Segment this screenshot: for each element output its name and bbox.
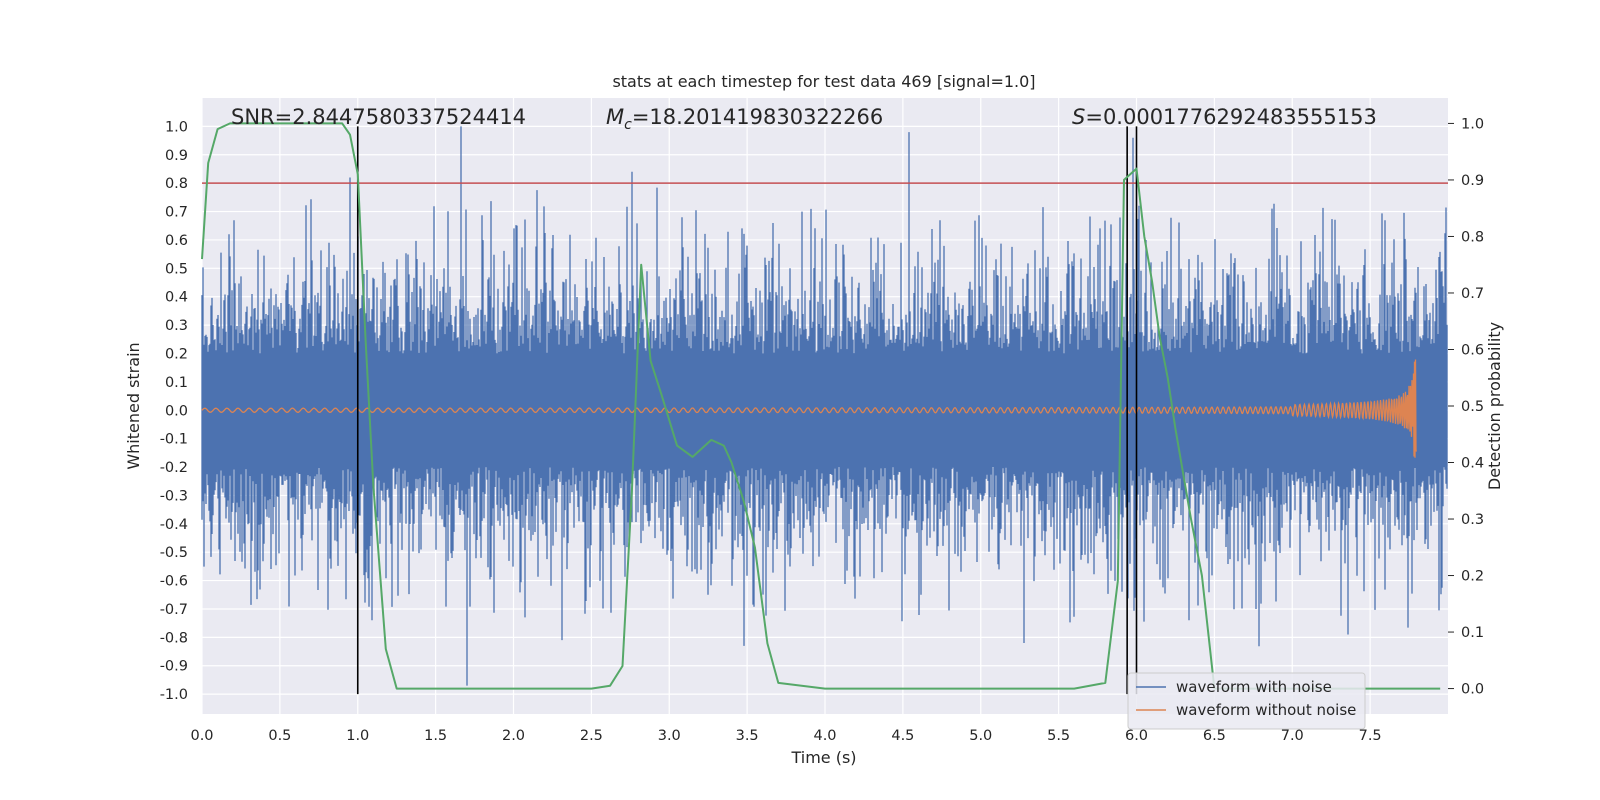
y-axis-label: Whitened strain <box>124 342 143 469</box>
x-tick-label: 3.5 <box>736 728 759 744</box>
x-tick-label: 7.5 <box>1359 728 1382 744</box>
y-tick-label: 1.0 <box>165 119 188 135</box>
x-tick-label: 4.0 <box>813 728 836 744</box>
x-tick-label: 5.0 <box>969 728 992 744</box>
legend-box <box>1127 672 1366 730</box>
y-tick-label: 0.2 <box>165 346 188 362</box>
x-tick-label: 6.5 <box>1203 728 1226 744</box>
legend-label-clean: waveform without noise <box>1176 701 1356 719</box>
y-tick-label: -0.4 <box>160 517 188 533</box>
x-tick-label: 0.0 <box>190 728 213 744</box>
x-tick-label: 5.5 <box>1047 728 1070 744</box>
y-tick-label: -0.1 <box>160 432 188 448</box>
legend-label-noise: waveform with noise <box>1176 678 1332 696</box>
y2-tick-label: 0.8 <box>1461 229 1484 245</box>
vertical-markers <box>356 126 1138 695</box>
x-tick-label: 4.5 <box>891 728 914 744</box>
y-tick-label: -0.9 <box>160 659 188 675</box>
axis-ticks: 0.0 0.5 1.0 1.5 2.0 2.5 3.0 3.5 4.0 4.5 5.0 5.5 6.0 6… <box>160 116 1484 744</box>
y-tick-label: -0.3 <box>160 488 188 504</box>
y-tick-label: 0.1 <box>165 375 188 391</box>
s-value: =0.0001776292483555153 <box>1085 105 1377 129</box>
x-tick-label: 7.0 <box>1281 728 1304 744</box>
s-annotation: S=0.0001776292483555153 <box>1072 105 1377 129</box>
y-tick-label: 0.3 <box>165 318 188 334</box>
y2-tick-label: 0.3 <box>1461 512 1484 528</box>
x-tick-label: 2.0 <box>502 728 525 744</box>
y-tick-label: 0.8 <box>165 176 188 192</box>
s-symbol: S <box>1072 105 1085 129</box>
y2-axis-label: Detection probability <box>1485 322 1504 490</box>
clean-waveform-line <box>201 359 1418 458</box>
chirp-mass-subscript: c <box>624 117 632 133</box>
y-tick-label: -0.2 <box>160 460 188 476</box>
detection-probability-line <box>201 122 1441 690</box>
x-tick-label: 6.0 <box>1125 728 1148 744</box>
chirp-mass-symbol: M <box>606 105 624 129</box>
y-tick-label: 0.4 <box>165 290 188 306</box>
detection-probability-series <box>201 122 1441 690</box>
y-tick-label: 0.6 <box>165 233 188 249</box>
y-tick-label: -0.8 <box>160 630 188 646</box>
chirp-mass-value: =18.201419830322266 <box>632 105 883 129</box>
x-axis-label: Time (s) <box>790 748 856 767</box>
clean-waveform-series <box>201 359 1418 458</box>
y-tick-label: -0.7 <box>160 602 188 618</box>
x-tick-label: 1.5 <box>424 728 447 744</box>
y2-tick-label: 0.5 <box>1461 399 1484 415</box>
y-tick-label: 0.7 <box>165 205 188 221</box>
y-tick-label: 0.0 <box>165 403 188 419</box>
y-tick-label: -0.6 <box>160 574 188 590</box>
y2-tick-label: 0.6 <box>1461 342 1484 358</box>
y2-tick-label: 0.9 <box>1461 173 1484 189</box>
y-tick-label: 0.5 <box>165 261 188 277</box>
y-tick-label: -0.5 <box>160 545 188 561</box>
snr-annotation: SNR=2.8447580337524414 <box>231 105 526 129</box>
legend: waveform with noise waveform without noi… <box>1127 672 1366 730</box>
y-tick-label: -1.0 <box>160 687 188 703</box>
x-tick-label: 1.0 <box>346 728 369 744</box>
chart-title: stats at each timestep for test data 469… <box>612 72 1035 91</box>
y2-tick-label: 0.2 <box>1461 569 1484 585</box>
x-tick-label: 3.0 <box>658 728 681 744</box>
y2-tick-label: 0.0 <box>1461 682 1484 698</box>
y2-tick-label: 1.0 <box>1461 116 1484 132</box>
chirp-mass-annotation: Mc=18.201419830322266 <box>606 105 883 133</box>
y2-tick-label: 0.1 <box>1461 625 1484 641</box>
y2-tick-label: 0.7 <box>1461 286 1484 302</box>
x-tick-label: 2.5 <box>580 728 603 744</box>
y2-tick-label: 0.4 <box>1461 456 1484 472</box>
x-tick-label: 0.5 <box>268 728 291 744</box>
y-tick-label: 0.9 <box>165 148 188 164</box>
